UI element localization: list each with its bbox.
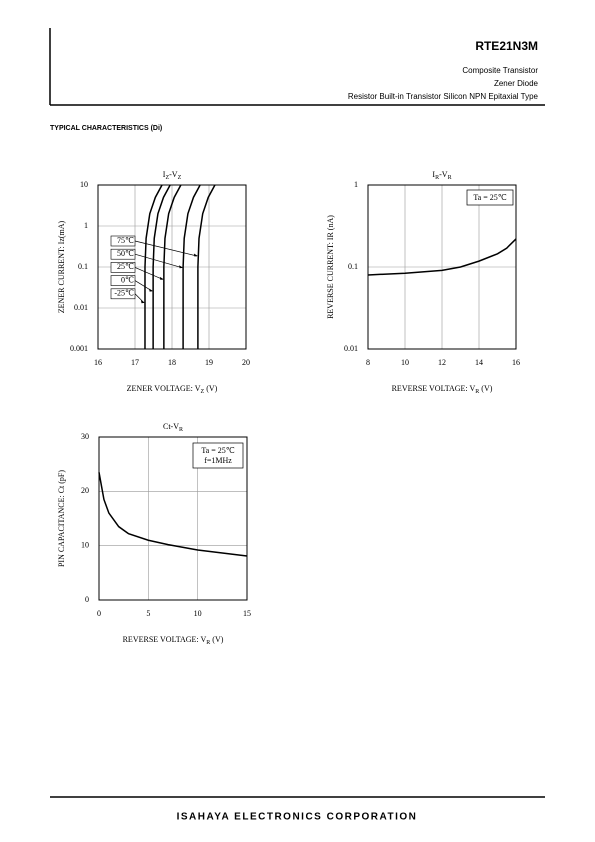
chart-title-part: Z (178, 175, 182, 181)
y-tick-label: 0.01 (344, 344, 358, 353)
series-arrow (134, 267, 163, 280)
x-axis-label: REVERSE VOLTAGE: VR (V) (392, 384, 493, 396)
chart-title-part: R (179, 427, 183, 433)
curve (163, 184, 182, 349)
y-tick-label: 0.001 (70, 344, 88, 353)
x-tick-label: 0 (97, 609, 101, 618)
series-arrow (134, 253, 183, 269)
x-tick-label: 19 (205, 358, 213, 367)
x-tick-label: 16 (512, 358, 520, 367)
curve (144, 184, 163, 349)
plot-frame (98, 436, 248, 601)
series-label: 50℃ (117, 249, 134, 258)
y-tick-label: 1 (84, 221, 88, 230)
arrow-head (193, 253, 198, 257)
x-axis-label-part: R (206, 640, 210, 646)
annotation: Ta = 25℃ (201, 446, 234, 455)
chart-title: IZ-VZ (163, 170, 182, 182)
x-tick-label: 14 (475, 358, 483, 367)
y-tick-label: 10 (80, 180, 88, 189)
annotation-box (466, 189, 514, 206)
series-label: 0℃ (121, 275, 134, 284)
arrow-head (140, 300, 145, 304)
annotation: Ta = 25℃ (473, 193, 506, 202)
header-line: Composite Transistor (462, 66, 538, 75)
x-tick-label: 10 (194, 609, 202, 618)
series-label: 75℃ (117, 236, 134, 245)
y-axis-label: REVERSE CURRENT: IR (nA) (326, 215, 335, 319)
series-arrow (134, 240, 197, 257)
arrow-head (159, 276, 164, 280)
plot-frame (97, 184, 247, 350)
x-axis-label-part: REVERSE VOLTAGE: V (392, 384, 476, 393)
x-tick-label: 20 (242, 358, 250, 367)
chart-title: Ct-VR (163, 422, 183, 434)
chart-title-part: I (163, 170, 166, 179)
header-line: Zener Diode (494, 79, 539, 88)
y-tick-label: 30 (81, 432, 89, 441)
curve (98, 472, 248, 557)
y-axis-label: ZENER CURRENT: Iz(mA) (57, 220, 66, 313)
x-tick-label: 15 (243, 609, 251, 618)
chart-title-part: Z (165, 175, 169, 181)
x-axis-label-part: (V) (479, 384, 492, 393)
curve (367, 238, 517, 276)
footer: ISAHAYA ELECTRONICS CORPORATION (177, 812, 418, 823)
x-axis-label: ZENER VOLTAGE: VZ (V) (127, 384, 218, 396)
x-tick-label: 12 (438, 358, 446, 367)
chart-title-part: -V (169, 170, 178, 179)
arrow-head (179, 265, 184, 269)
y-tick-label: 0.01 (74, 303, 88, 312)
x-axis-label-part: R (475, 389, 479, 395)
x-tick-label: 8 (366, 358, 370, 367)
y-tick-label: 0.1 (78, 262, 88, 271)
chart-title-part: I (432, 170, 435, 179)
chart-title-part: R (435, 175, 439, 181)
annotation: f=1MHz (204, 456, 232, 465)
series-label: 25℃ (117, 262, 134, 271)
x-axis-label: REVERSE VOLTAGE: VR (V) (123, 635, 224, 647)
y-tick-label: 1 (354, 180, 358, 189)
curve (197, 184, 216, 349)
y-tick-label: 0.1 (348, 262, 358, 271)
y-tick-label: 20 (81, 486, 89, 495)
y-axis-label: PIN CAPACITANCE: Ct (pF) (57, 470, 66, 567)
chart-title-part: R (448, 175, 452, 181)
x-axis-label-part: Z (201, 389, 205, 395)
annotation-box (192, 442, 244, 469)
curve (182, 184, 201, 349)
series-label: -25℃ (114, 289, 134, 298)
chart-title-part: -V (439, 170, 448, 179)
chart-title-part: Ct-V (163, 422, 179, 431)
x-axis-label-part: ZENER VOLTAGE: V (127, 384, 201, 393)
section-title: TYPICAL CHARACTERISTICS (Di) (50, 125, 162, 132)
x-tick-label: 18 (168, 358, 176, 367)
arrow-head (149, 288, 154, 292)
chart-title: IR-VR (432, 170, 451, 182)
header-line: Resistor Built-in Transistor Silicon NPN… (348, 92, 539, 101)
x-axis-label-part: (V) (204, 384, 217, 393)
y-tick-label: 0 (85, 595, 89, 604)
x-tick-label: 5 (146, 609, 150, 618)
x-axis-label-part: REVERSE VOLTAGE: V (123, 635, 207, 644)
x-tick-label: 16 (94, 358, 102, 367)
curve (152, 184, 171, 349)
plot-frame (367, 184, 517, 350)
y-tick-label: 10 (81, 540, 89, 549)
part-number: RTE21N3M (475, 39, 538, 53)
x-tick-label: 17 (131, 358, 139, 367)
x-axis-label-part: (V) (210, 635, 223, 644)
x-tick-label: 10 (401, 358, 409, 367)
